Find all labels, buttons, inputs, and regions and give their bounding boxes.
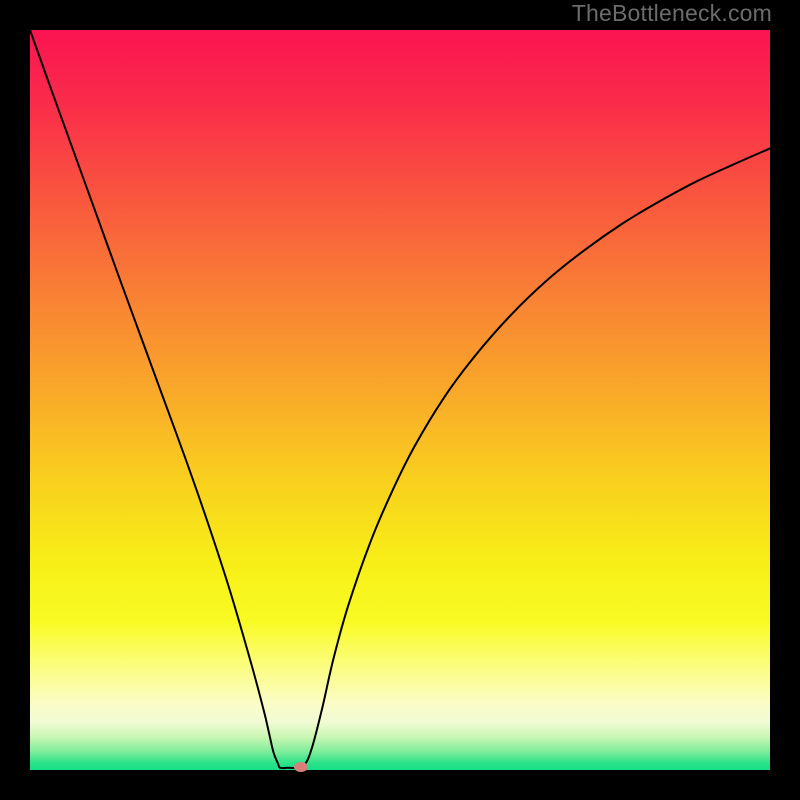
optimal-point-marker bbox=[294, 762, 308, 772]
chart-frame: TheBottleneck.com bbox=[0, 0, 800, 800]
bottleneck-curve bbox=[30, 30, 770, 770]
watermark-label: TheBottleneck.com bbox=[572, 0, 772, 27]
